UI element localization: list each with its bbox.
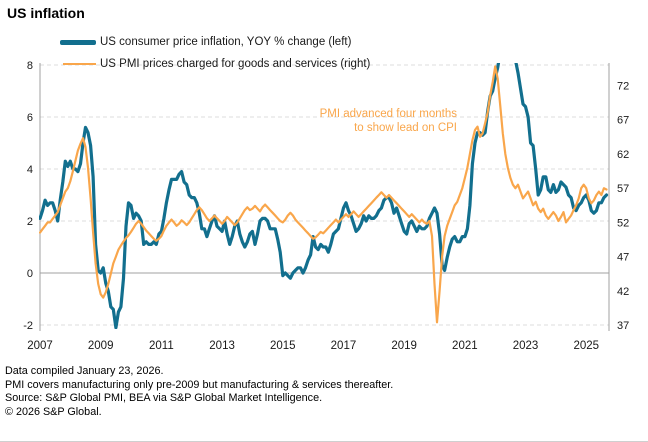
svg-text:2011: 2011 bbox=[149, 340, 174, 352]
legend: US consumer price inflation, YOY % chang… bbox=[60, 31, 370, 75]
svg-text:8: 8 bbox=[27, 60, 33, 72]
legend-label-pmi: US PMI prices charged for goods and serv… bbox=[100, 58, 371, 70]
cpi-line-swatch-icon bbox=[60, 39, 96, 45]
svg-text:2: 2 bbox=[27, 216, 33, 228]
svg-text:57: 57 bbox=[617, 183, 629, 195]
svg-text:72: 72 bbox=[617, 81, 629, 93]
footer-compiled-date: Data compiled January 23, 2026. bbox=[5, 365, 164, 377]
svg-text:2015: 2015 bbox=[270, 340, 296, 352]
svg-text:52: 52 bbox=[617, 217, 629, 229]
footer-copyright: © 2026 S&P Global. bbox=[5, 405, 102, 418]
svg-text:42: 42 bbox=[617, 286, 629, 298]
annotation-line-2: to show lead on CPI bbox=[354, 122, 457, 134]
svg-text:0: 0 bbox=[27, 268, 33, 280]
annotation-line-1: PMI advanced four months bbox=[319, 108, 457, 120]
svg-text:-2: -2 bbox=[23, 320, 33, 332]
svg-text:2025: 2025 bbox=[573, 340, 599, 352]
svg-text:2013: 2013 bbox=[209, 340, 235, 352]
pmi-line bbox=[39, 65, 608, 324]
svg-text:4: 4 bbox=[27, 164, 33, 176]
footer-source: Source: S&P Global PMI, BEA via S&P Glob… bbox=[5, 392, 323, 405]
svg-text:67: 67 bbox=[617, 115, 629, 127]
svg-text:2023: 2023 bbox=[513, 340, 539, 352]
svg-text:2017: 2017 bbox=[331, 340, 357, 352]
legend-item-pmi: US PMI prices charged for goods and serv… bbox=[60, 53, 370, 75]
svg-text:37: 37 bbox=[617, 320, 629, 332]
svg-text:62: 62 bbox=[617, 149, 629, 161]
footer-coverage-note: PMI covers manufacturing only pre-2009 b… bbox=[5, 378, 394, 391]
legend-label-cpi: US consumer price inflation, YOY % chang… bbox=[100, 36, 352, 48]
page-title: US inflation bbox=[7, 5, 85, 21]
cpi-line bbox=[39, 63, 609, 329]
legend-item-cpi: US consumer price inflation, YOY % chang… bbox=[60, 31, 370, 53]
svg-text:6: 6 bbox=[27, 112, 33, 124]
source-notes: Data compiled January 23, 2026. PMI cove… bbox=[5, 365, 393, 419]
svg-text:47: 47 bbox=[617, 252, 629, 264]
svg-text:2021: 2021 bbox=[452, 340, 478, 352]
chart-annotation: PMI advanced four months to show lead on… bbox=[320, 107, 457, 135]
svg-text:2007: 2007 bbox=[27, 340, 53, 352]
pmi-line-swatch-icon bbox=[63, 62, 96, 66]
svg-text:2009: 2009 bbox=[88, 340, 114, 352]
svg-text:2019: 2019 bbox=[391, 340, 417, 352]
